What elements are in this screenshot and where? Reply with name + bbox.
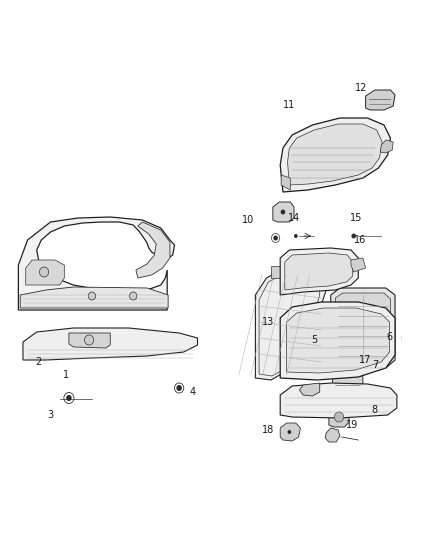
Circle shape [334, 412, 343, 422]
Polygon shape [403, 291, 432, 395]
Text: 8: 8 [372, 405, 378, 415]
Text: 6: 6 [386, 332, 392, 342]
Text: 17: 17 [360, 355, 372, 365]
Text: 3: 3 [47, 410, 53, 420]
Polygon shape [336, 293, 390, 362]
Circle shape [294, 234, 298, 238]
Circle shape [351, 233, 356, 238]
Polygon shape [329, 407, 349, 427]
Circle shape [66, 395, 72, 401]
Circle shape [273, 236, 278, 240]
Polygon shape [288, 124, 382, 185]
Text: 18: 18 [262, 425, 274, 435]
Text: 14: 14 [288, 213, 300, 223]
Polygon shape [366, 90, 395, 110]
Polygon shape [280, 248, 358, 295]
Polygon shape [286, 308, 389, 373]
Text: 7: 7 [372, 360, 378, 370]
Polygon shape [331, 288, 395, 368]
Text: 4: 4 [190, 387, 196, 397]
Polygon shape [380, 140, 393, 153]
Polygon shape [280, 423, 300, 441]
Text: 10: 10 [242, 215, 254, 225]
Text: 19: 19 [346, 420, 358, 430]
Text: 13: 13 [262, 317, 274, 327]
Polygon shape [273, 202, 294, 222]
Polygon shape [280, 302, 395, 380]
Text: 16: 16 [354, 235, 366, 245]
Text: 11: 11 [283, 100, 296, 110]
Circle shape [288, 430, 291, 434]
Circle shape [177, 385, 182, 391]
Circle shape [130, 292, 137, 300]
Polygon shape [23, 328, 198, 360]
Polygon shape [404, 393, 424, 403]
Polygon shape [69, 333, 110, 348]
Ellipse shape [336, 334, 371, 356]
Polygon shape [325, 428, 340, 442]
Polygon shape [351, 258, 366, 272]
Text: 1: 1 [63, 370, 69, 380]
Circle shape [85, 335, 94, 345]
Polygon shape [280, 383, 397, 418]
Polygon shape [26, 260, 64, 285]
Polygon shape [300, 383, 320, 396]
Text: 12: 12 [355, 83, 367, 93]
Text: 15: 15 [350, 213, 363, 223]
Circle shape [281, 209, 285, 214]
Polygon shape [332, 372, 363, 402]
Circle shape [88, 292, 95, 300]
Polygon shape [20, 287, 168, 308]
Polygon shape [281, 175, 290, 190]
Polygon shape [255, 265, 326, 380]
Text: 5: 5 [311, 335, 317, 345]
Polygon shape [18, 217, 175, 310]
Circle shape [39, 267, 49, 277]
Polygon shape [136, 222, 170, 278]
Text: 2: 2 [35, 357, 42, 367]
Polygon shape [285, 253, 353, 290]
Polygon shape [271, 266, 292, 278]
Polygon shape [280, 118, 390, 192]
